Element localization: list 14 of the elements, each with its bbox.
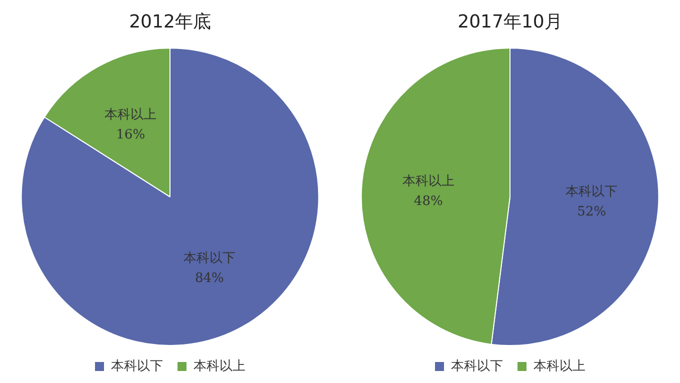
data-label: 48%: [414, 194, 443, 210]
slice-label: 本科以上: [104, 108, 157, 123]
data-label: 84%: [194, 270, 224, 286]
slice-label: 本科以上: [402, 174, 454, 190]
slice-label: 本科以下: [183, 250, 236, 266]
legend-label: 本科以上: [534, 358, 586, 374]
legend-label: 本科以下: [111, 358, 163, 374]
data-label: 16%: [116, 128, 146, 143]
slice-label: 本科以下: [566, 184, 618, 200]
chart-title: 2012年底: [129, 11, 211, 32]
legend-label: 本科以上: [194, 358, 246, 374]
chart-title: 2017年10月: [458, 11, 562, 32]
data-label: 52%: [577, 204, 606, 220]
legend-label: 本科以下: [451, 358, 503, 374]
